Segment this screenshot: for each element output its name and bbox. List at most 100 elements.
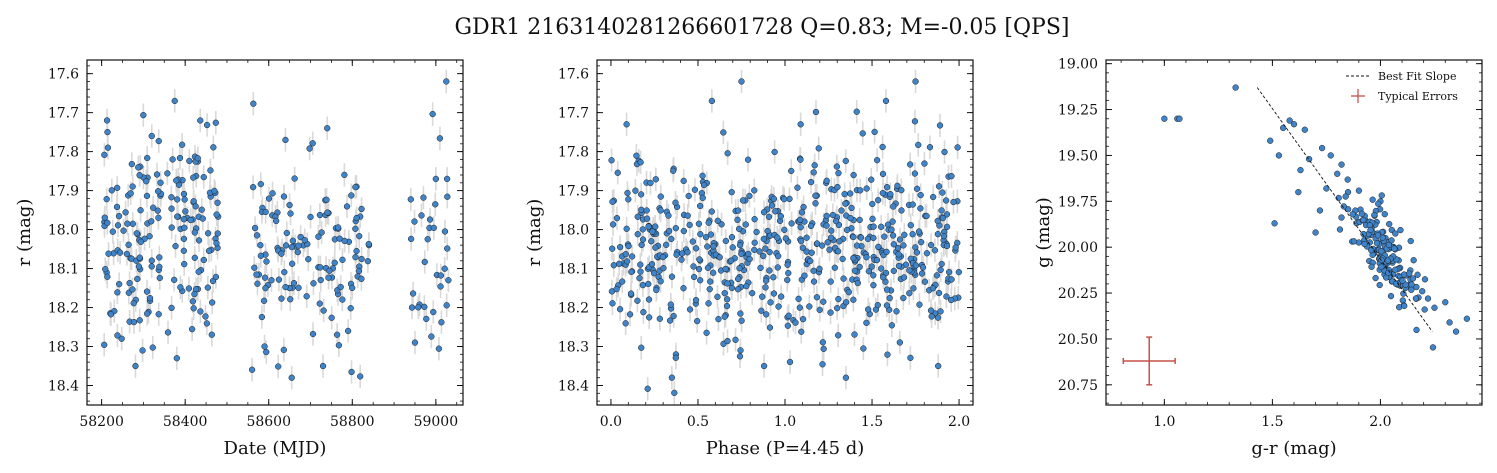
data-point <box>1349 211 1356 218</box>
data-point <box>154 188 162 195</box>
data-point <box>797 156 804 163</box>
color_magnitude-points <box>1161 84 1471 351</box>
data-point <box>1342 193 1349 200</box>
data-point <box>616 306 624 313</box>
data-point <box>411 218 418 225</box>
data-point <box>653 286 660 294</box>
data-point <box>1301 126 1308 133</box>
x-axis-label: Date (MJD) <box>224 438 327 459</box>
data-point <box>865 306 872 313</box>
data-point <box>120 227 127 234</box>
data-point <box>331 259 338 266</box>
data-point <box>777 213 785 220</box>
data-point <box>823 212 830 220</box>
data-point <box>198 206 205 213</box>
data-point <box>727 257 735 264</box>
data-point <box>760 235 767 243</box>
data-point <box>1176 115 1183 122</box>
data-point <box>913 185 921 192</box>
data-point <box>680 285 687 292</box>
x-axis-label: Phase (P=4.45 d) <box>706 438 865 459</box>
data-point <box>191 229 198 236</box>
data-point <box>409 290 417 297</box>
data-point <box>280 346 287 354</box>
data-point <box>680 227 687 235</box>
data-point <box>843 226 851 234</box>
data-point <box>253 271 260 278</box>
data-point <box>890 241 897 248</box>
data-point <box>352 225 359 232</box>
data-point <box>174 213 181 220</box>
data-point <box>860 345 867 352</box>
data-point <box>301 237 308 244</box>
data-point <box>1397 226 1404 234</box>
data-point <box>869 200 876 208</box>
data-point <box>935 362 942 370</box>
data-point <box>784 261 791 268</box>
data-point <box>685 192 692 200</box>
data-point <box>708 97 716 105</box>
data-point <box>842 374 850 381</box>
data-point <box>680 177 687 185</box>
data-point <box>939 214 947 222</box>
data-point <box>894 244 902 252</box>
data-point <box>1431 304 1438 311</box>
data-point <box>616 243 624 251</box>
x-tick-label: 58600 <box>246 414 291 430</box>
data-point <box>323 196 330 203</box>
data-point <box>857 234 865 241</box>
data-point <box>863 319 870 326</box>
data-point <box>1421 306 1428 313</box>
data-point <box>204 284 211 291</box>
data-point <box>287 210 294 217</box>
data-point <box>820 345 827 353</box>
data-point <box>714 293 721 300</box>
y-tick-label: 18.3 <box>558 340 589 356</box>
data-point <box>668 235 675 243</box>
data-point <box>907 354 914 362</box>
legend-entry-label: Best Fit Slope <box>1378 70 1456 83</box>
data-point <box>729 244 736 251</box>
data-point <box>103 196 110 203</box>
data-point <box>609 245 616 252</box>
y-tick-label: 20.00 <box>1058 240 1098 256</box>
phased-lightcurve-panel: 0.0 0.5 1.0 1.5 2.0 17.6 17.7 17.8 17.9 18.0 18.1 1… <box>524 59 974 459</box>
data-point <box>250 100 257 107</box>
data-point <box>1161 115 1168 122</box>
data-point <box>169 156 176 163</box>
data-point <box>347 305 354 312</box>
data-point <box>671 389 678 396</box>
data-point <box>1350 238 1358 245</box>
data-point <box>751 246 758 254</box>
data-point <box>204 230 212 237</box>
data-point <box>282 283 289 291</box>
data-point <box>879 170 887 178</box>
data-point <box>1385 269 1392 276</box>
data-point <box>1378 248 1385 255</box>
data-point <box>912 78 919 85</box>
data-point <box>797 237 805 245</box>
data-point <box>615 260 623 267</box>
data-point <box>942 197 950 204</box>
y-tick-label: 20.50 <box>1058 332 1098 348</box>
data-point <box>799 244 807 251</box>
data-point <box>356 233 363 240</box>
data-point <box>931 247 939 254</box>
data-point <box>623 121 630 128</box>
data-point <box>430 224 437 232</box>
data-point <box>125 241 132 248</box>
data-point <box>690 273 698 281</box>
data-point <box>164 170 171 177</box>
data-point <box>129 220 136 227</box>
data-point <box>443 175 451 183</box>
data-point <box>810 267 817 274</box>
data-point <box>639 226 646 233</box>
x-axis-label: g-r (mag) <box>1251 438 1336 459</box>
data-point <box>610 262 617 269</box>
data-point <box>203 320 211 327</box>
data-point <box>850 255 857 262</box>
data-point <box>842 299 850 306</box>
data-point <box>875 197 882 204</box>
data-point <box>738 250 745 258</box>
y-tick-label: 17.8 <box>558 145 589 161</box>
